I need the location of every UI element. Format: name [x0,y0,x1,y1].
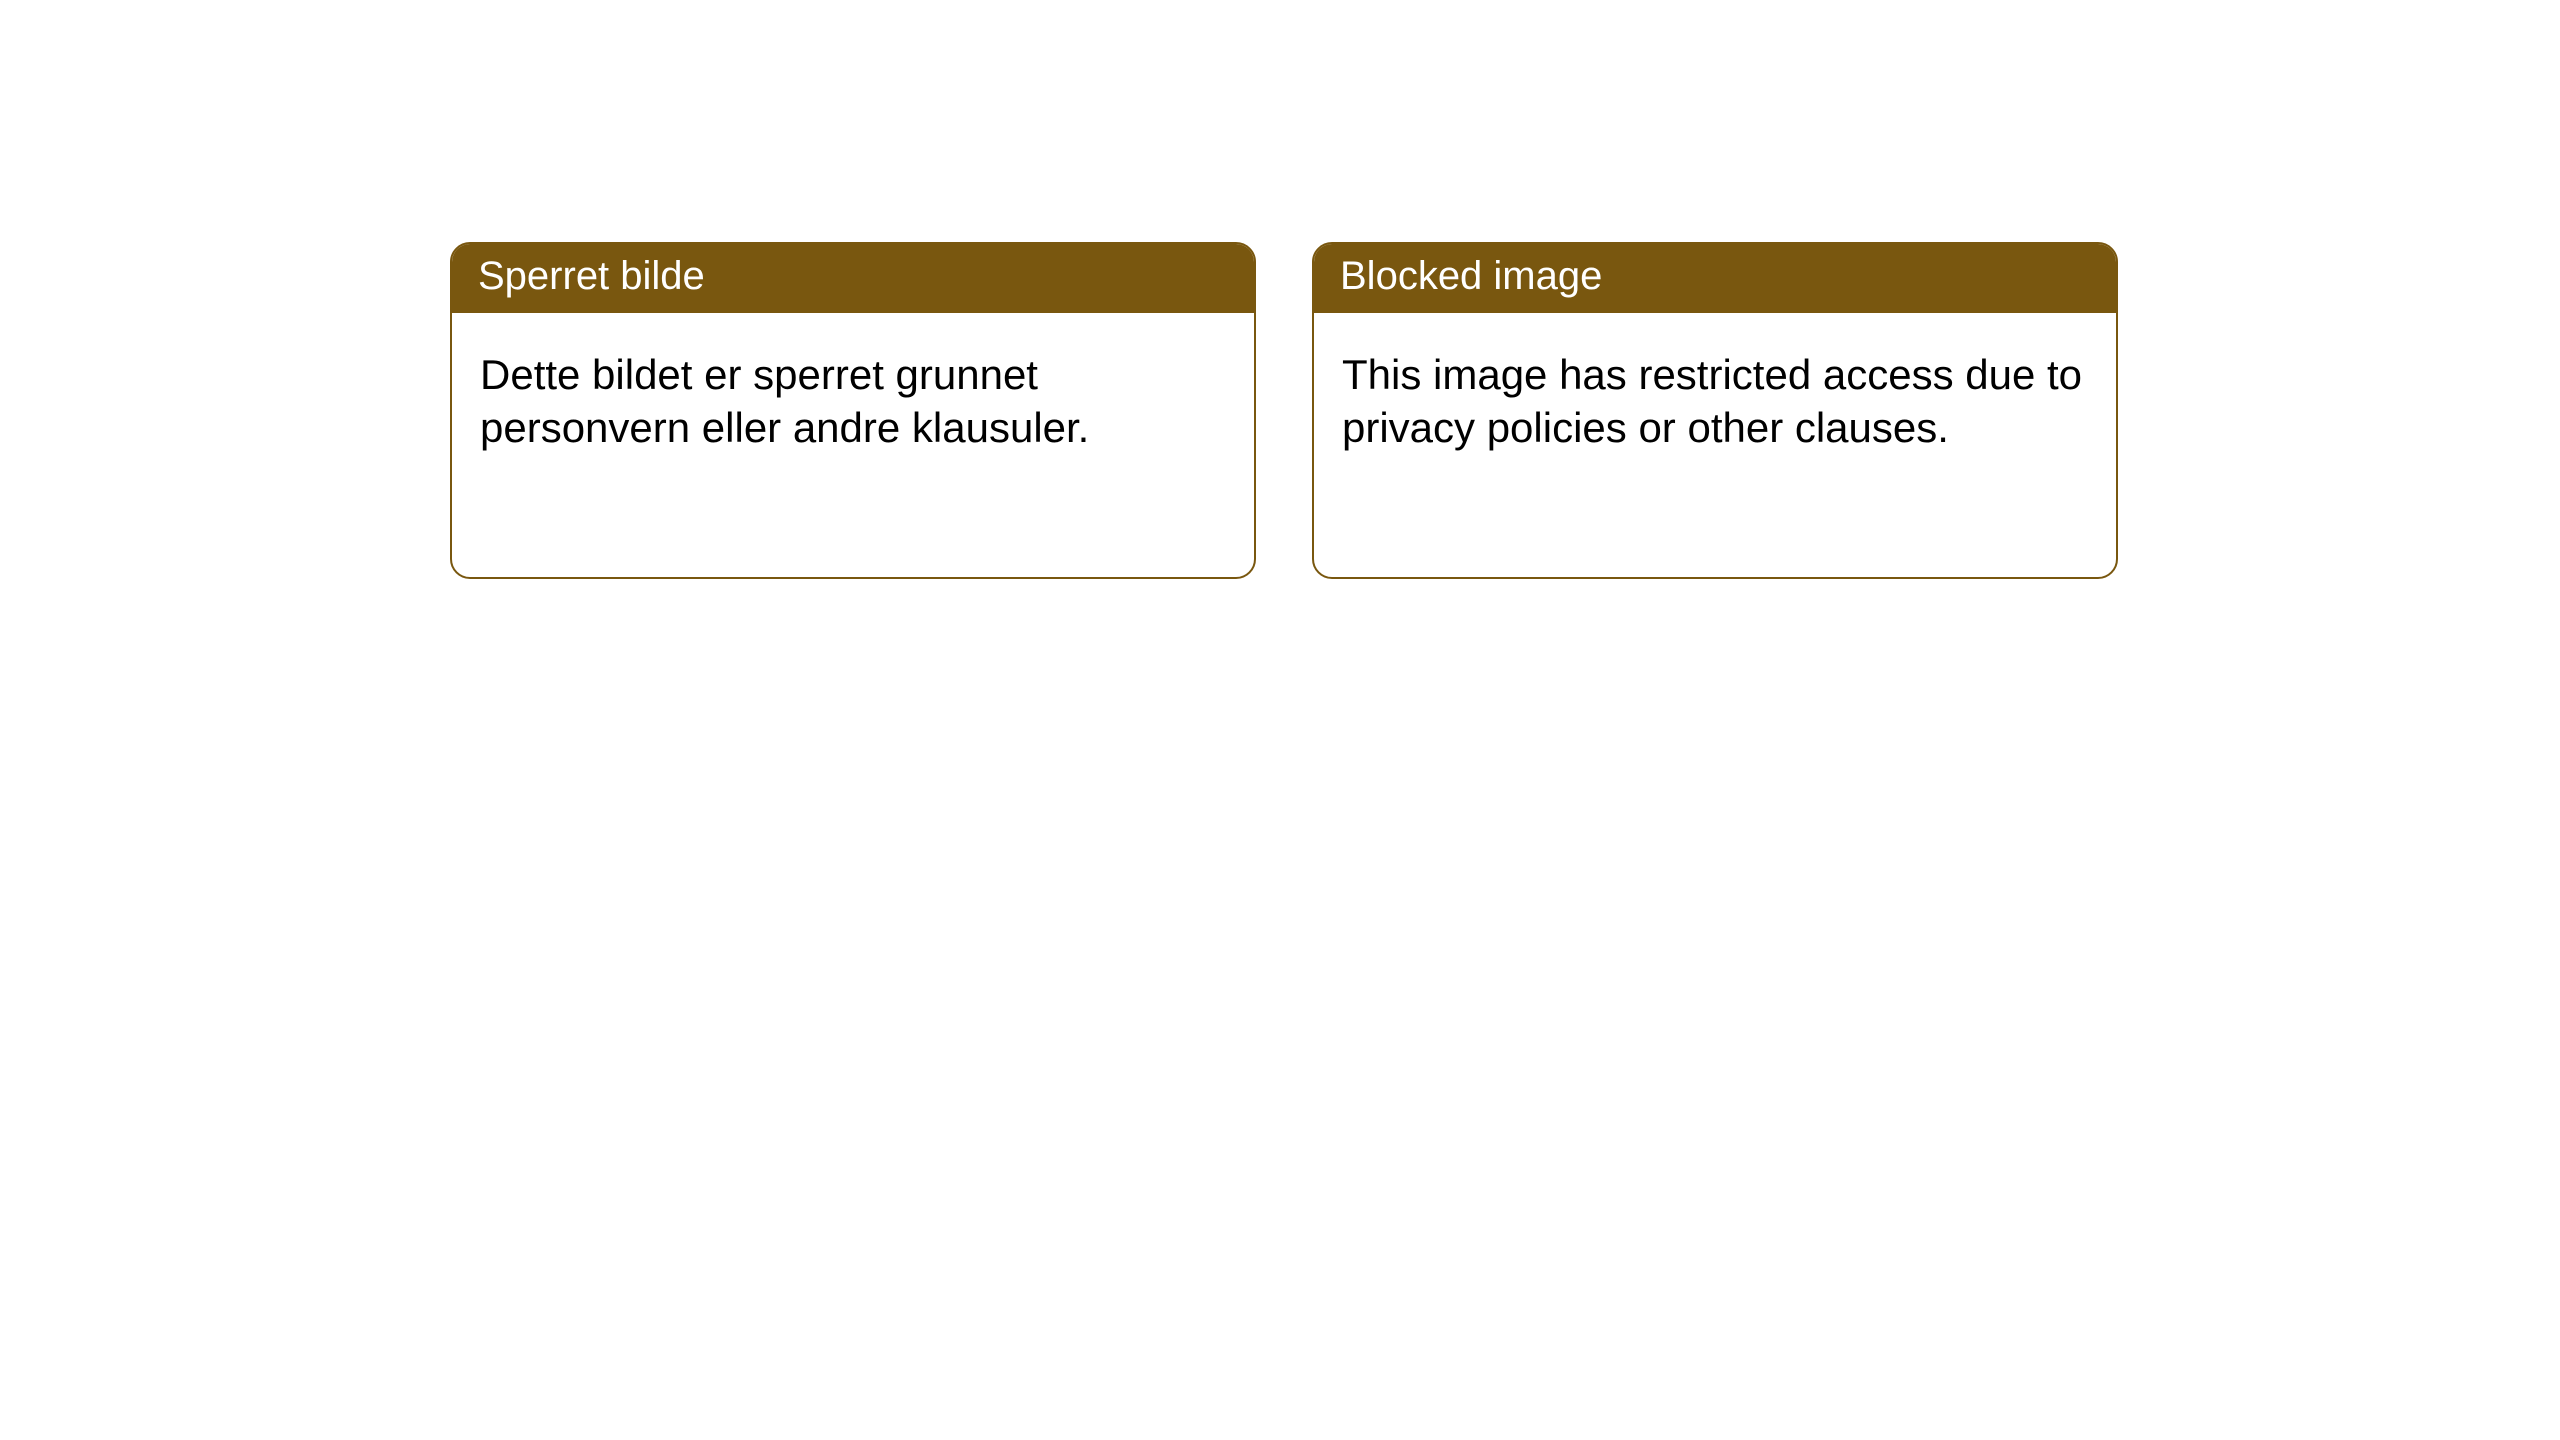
notice-box-norwegian: Sperret bilde Dette bildet er sperret gr… [450,242,1256,579]
notice-body: Dette bildet er sperret grunnet personve… [452,313,1254,490]
notice-header: Sperret bilde [452,244,1254,313]
notice-box-english: Blocked image This image has restricted … [1312,242,2118,579]
notice-container: Sperret bilde Dette bildet er sperret gr… [450,242,2118,579]
notice-body: This image has restricted access due to … [1314,313,2116,490]
notice-header: Blocked image [1314,244,2116,313]
